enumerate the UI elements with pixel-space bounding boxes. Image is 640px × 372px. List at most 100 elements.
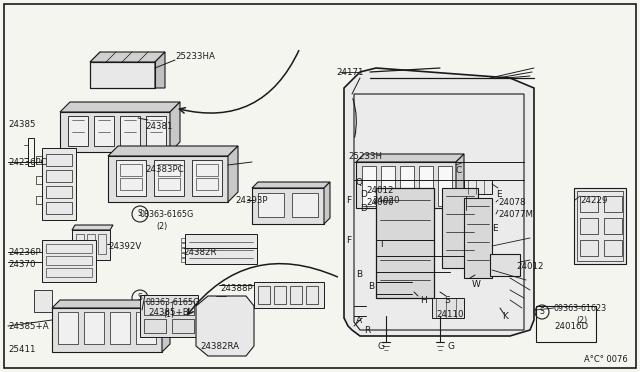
Text: 24383PC: 24383PC: [145, 165, 184, 174]
Bar: [120, 164, 142, 176]
Text: C: C: [456, 166, 462, 175]
Text: S: S: [444, 296, 450, 305]
Text: 24016D: 24016D: [554, 322, 588, 331]
Bar: [574, 188, 626, 264]
Text: 24382RA: 24382RA: [200, 342, 239, 351]
Bar: [181, 238, 185, 242]
Bar: [274, 286, 286, 304]
Bar: [432, 298, 464, 318]
Bar: [400, 166, 414, 206]
Bar: [292, 193, 318, 217]
Bar: [120, 178, 142, 190]
Bar: [258, 286, 270, 304]
Text: 24171: 24171: [336, 68, 364, 77]
Bar: [580, 196, 598, 212]
Bar: [87, 234, 95, 254]
Polygon shape: [155, 52, 165, 88]
Bar: [76, 234, 84, 254]
Bar: [536, 306, 596, 342]
Bar: [376, 188, 434, 298]
Bar: [419, 166, 433, 206]
Bar: [196, 178, 218, 190]
Text: 24370: 24370: [8, 260, 35, 269]
Bar: [36, 156, 42, 164]
Polygon shape: [108, 156, 228, 202]
Text: H: H: [420, 296, 427, 305]
Text: B: B: [356, 270, 362, 279]
Bar: [58, 312, 78, 344]
Text: W: W: [472, 280, 481, 289]
Text: 09363-61623: 09363-61623: [554, 304, 607, 313]
Bar: [181, 253, 185, 257]
Bar: [46, 268, 92, 277]
Polygon shape: [324, 182, 330, 224]
Bar: [46, 170, 72, 182]
Text: 24020: 24020: [372, 196, 399, 205]
Text: D: D: [360, 204, 367, 213]
Bar: [144, 319, 166, 333]
Text: 24392V: 24392V: [108, 242, 141, 251]
Bar: [290, 286, 302, 304]
Text: 24385+B: 24385+B: [148, 308, 189, 317]
Text: S: S: [138, 294, 142, 302]
Text: 24077M: 24077M: [498, 210, 533, 219]
Bar: [146, 116, 166, 146]
Polygon shape: [456, 154, 464, 208]
Text: (2): (2): [156, 222, 167, 231]
Bar: [144, 301, 166, 315]
Text: 24385: 24385: [8, 120, 35, 129]
Bar: [42, 148, 76, 220]
Bar: [110, 312, 130, 344]
Bar: [577, 191, 623, 261]
Bar: [136, 312, 156, 344]
Text: 24382R: 24382R: [183, 248, 216, 257]
Text: 25411: 25411: [8, 345, 35, 354]
Bar: [72, 230, 110, 260]
Bar: [306, 286, 318, 304]
Bar: [154, 160, 184, 196]
Bar: [258, 193, 284, 217]
Text: K: K: [502, 312, 508, 321]
Text: 24385+A: 24385+A: [8, 322, 49, 331]
Polygon shape: [356, 162, 456, 208]
Text: 24078: 24078: [498, 198, 525, 207]
Bar: [158, 178, 180, 190]
Bar: [36, 196, 42, 204]
Bar: [604, 196, 622, 212]
Bar: [254, 282, 324, 308]
Text: S: S: [540, 308, 545, 317]
Bar: [140, 295, 198, 337]
Text: S: S: [138, 209, 142, 218]
Text: 08363-6165G: 08363-6165G: [145, 298, 199, 307]
Text: E: E: [492, 224, 498, 233]
Text: F: F: [346, 196, 351, 205]
Text: G: G: [378, 342, 385, 351]
Polygon shape: [90, 52, 165, 62]
Bar: [158, 164, 180, 176]
Bar: [464, 198, 492, 278]
Bar: [36, 176, 42, 184]
Text: R: R: [364, 326, 371, 335]
Polygon shape: [252, 188, 324, 224]
Polygon shape: [52, 308, 162, 352]
Bar: [42, 240, 96, 282]
Bar: [68, 116, 88, 146]
Text: 25233H: 25233H: [348, 152, 382, 161]
Bar: [192, 160, 222, 196]
Polygon shape: [196, 296, 254, 356]
Polygon shape: [356, 154, 464, 162]
Polygon shape: [162, 300, 170, 352]
Text: (2): (2): [576, 316, 588, 325]
Text: Q: Q: [356, 178, 363, 187]
Text: 24393P: 24393P: [235, 196, 268, 205]
Bar: [94, 116, 114, 146]
Bar: [464, 180, 492, 194]
Polygon shape: [90, 62, 155, 88]
Bar: [181, 248, 185, 252]
Text: 24236PC: 24236PC: [8, 158, 47, 167]
Text: 24229: 24229: [580, 196, 607, 205]
Bar: [46, 202, 72, 214]
Bar: [185, 234, 257, 264]
Bar: [604, 240, 622, 256]
Bar: [116, 160, 146, 196]
